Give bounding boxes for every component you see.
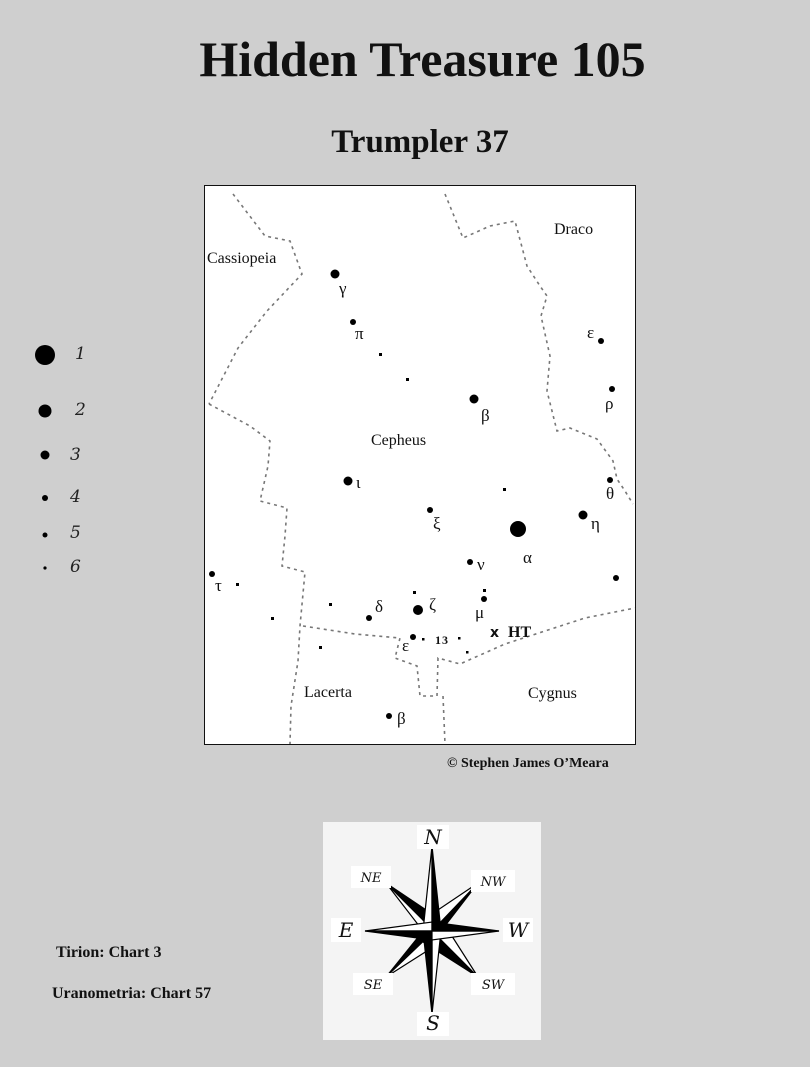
compass-label-boxes xyxy=(331,825,533,1036)
star-chart: Cassiopeia Draco Cepheus Lacerta Cygnus … xyxy=(204,185,636,745)
star-faint xyxy=(236,583,239,586)
legend-label-4: 4 xyxy=(70,487,81,507)
label-beta-cep: β xyxy=(481,406,490,425)
constellation-cygnus: Cygnus xyxy=(528,685,577,702)
label-eta: η xyxy=(591,514,600,533)
star-faint xyxy=(422,638,425,641)
legend-dots xyxy=(35,345,55,570)
star-faint xyxy=(483,589,486,592)
page-title: Hidden Treasure 105 xyxy=(199,31,646,87)
legend-dot-2 xyxy=(38,404,52,418)
boundary-cassiopeia-cepheus xyxy=(208,193,303,405)
legend-dot-6 xyxy=(43,566,47,570)
legend-label-6: 6 xyxy=(70,557,81,577)
legend-label-3: 3 xyxy=(70,445,81,465)
label-mu: μ xyxy=(475,603,484,622)
star-beta-cep xyxy=(469,394,479,404)
constellation-draco: Draco xyxy=(554,221,593,238)
star-faint xyxy=(413,591,416,594)
boundary-cepheus-lacerta-west xyxy=(208,403,306,745)
star-faint xyxy=(379,353,382,356)
constellation-boundaries xyxy=(208,193,636,745)
label-theta: θ xyxy=(606,484,614,503)
star-faint xyxy=(319,646,322,649)
label-alpha: α xyxy=(523,548,532,567)
constellation-cassiopeia: Cassiopeia xyxy=(207,250,276,267)
star-tau xyxy=(209,571,215,577)
legend-dot-3 xyxy=(40,450,50,460)
label-beta-lac: β xyxy=(397,709,406,728)
compass-star-icon: N S E W NE NW SE SW xyxy=(331,825,533,1036)
constellation-labels: Cassiopeia Draco Cepheus Lacerta Cygnus xyxy=(207,221,593,702)
compass-label-n: N xyxy=(423,825,443,849)
compass-label-s: S xyxy=(426,1011,440,1035)
legend-dot-5 xyxy=(42,532,48,538)
star-gamma xyxy=(330,269,340,279)
compass-label-nw: NW xyxy=(480,875,507,890)
target-label: HT xyxy=(508,624,531,641)
copyright-credit: © Stephen James O’Meara xyxy=(447,756,609,771)
star-eta xyxy=(578,510,588,520)
star-epsilon-cep xyxy=(598,338,604,344)
compass-cardinal-points xyxy=(364,845,500,1015)
constellation-cepheus: Cepheus xyxy=(371,432,426,449)
label-gamma: γ xyxy=(338,279,347,298)
star-delta xyxy=(366,615,372,621)
star-faint xyxy=(503,488,506,491)
page-subtitle: Trumpler 37 xyxy=(331,124,509,160)
star-faint xyxy=(466,651,469,654)
legend-label-1: 1 xyxy=(75,344,86,364)
star-theta xyxy=(607,477,613,483)
compass-label-ne: NE xyxy=(360,871,382,886)
star-faint xyxy=(458,637,461,640)
label-pi: π xyxy=(355,324,364,343)
boundary-draco-cepheus xyxy=(444,193,634,505)
compass-rose: N S E W NE NW SE SW xyxy=(323,822,541,1040)
star-epsilon-low xyxy=(410,634,416,640)
label-rho: ρ xyxy=(605,394,613,413)
star-faint xyxy=(329,603,332,606)
star-mu xyxy=(481,596,487,602)
label-nu: ν xyxy=(477,555,485,574)
boundary-cepheus-cygnus xyxy=(302,607,636,697)
label-epsilon-low: ε xyxy=(402,636,409,655)
label-13: 13 xyxy=(435,633,449,647)
boundary-lacerta-cygnus xyxy=(442,695,446,745)
uranometria-reference: Uranometria: Chart 57 xyxy=(52,985,212,1002)
legend-dot-1 xyxy=(35,345,55,365)
star-labels: γ π β ε ρ ι ξ α η θ ν τ δ ζ μ ε β 13 xyxy=(215,279,614,728)
stars xyxy=(209,269,619,719)
star-xi xyxy=(427,507,433,513)
label-delta: δ xyxy=(375,597,383,616)
compass-label-se: SE xyxy=(364,978,383,993)
compass-labels: N S E W NE NW SE SW xyxy=(338,825,530,1035)
label-epsilon-cep: ε xyxy=(587,323,594,342)
star-pi xyxy=(350,319,356,325)
legend-label-2: 2 xyxy=(75,400,86,420)
star-zeta xyxy=(413,605,423,615)
label-tau: τ xyxy=(215,576,222,595)
label-xi: ξ xyxy=(433,514,441,533)
target-marker: x xyxy=(490,625,499,641)
star-iota xyxy=(343,476,353,486)
star-beta-lac xyxy=(386,713,392,719)
star-nu xyxy=(467,559,473,565)
label-iota: ι xyxy=(356,473,361,492)
compass-label-w: W xyxy=(508,918,530,942)
star-chart-canvas: Cassiopeia Draco Cepheus Lacerta Cygnus … xyxy=(207,193,636,745)
compass-label-sw: SW xyxy=(482,978,506,993)
legend-dot-4 xyxy=(42,495,48,501)
star-alpha xyxy=(510,521,526,537)
legend-label-5: 5 xyxy=(70,523,81,543)
star-rho xyxy=(609,386,615,392)
tirion-reference: Tirion: Chart 3 xyxy=(56,944,162,961)
constellation-lacerta: Lacerta xyxy=(304,684,352,701)
star-faint xyxy=(406,378,409,381)
compass-label-e: E xyxy=(338,918,354,942)
label-zeta: ζ xyxy=(429,595,436,614)
star-faint-east xyxy=(613,575,619,581)
star-faint xyxy=(271,617,274,620)
